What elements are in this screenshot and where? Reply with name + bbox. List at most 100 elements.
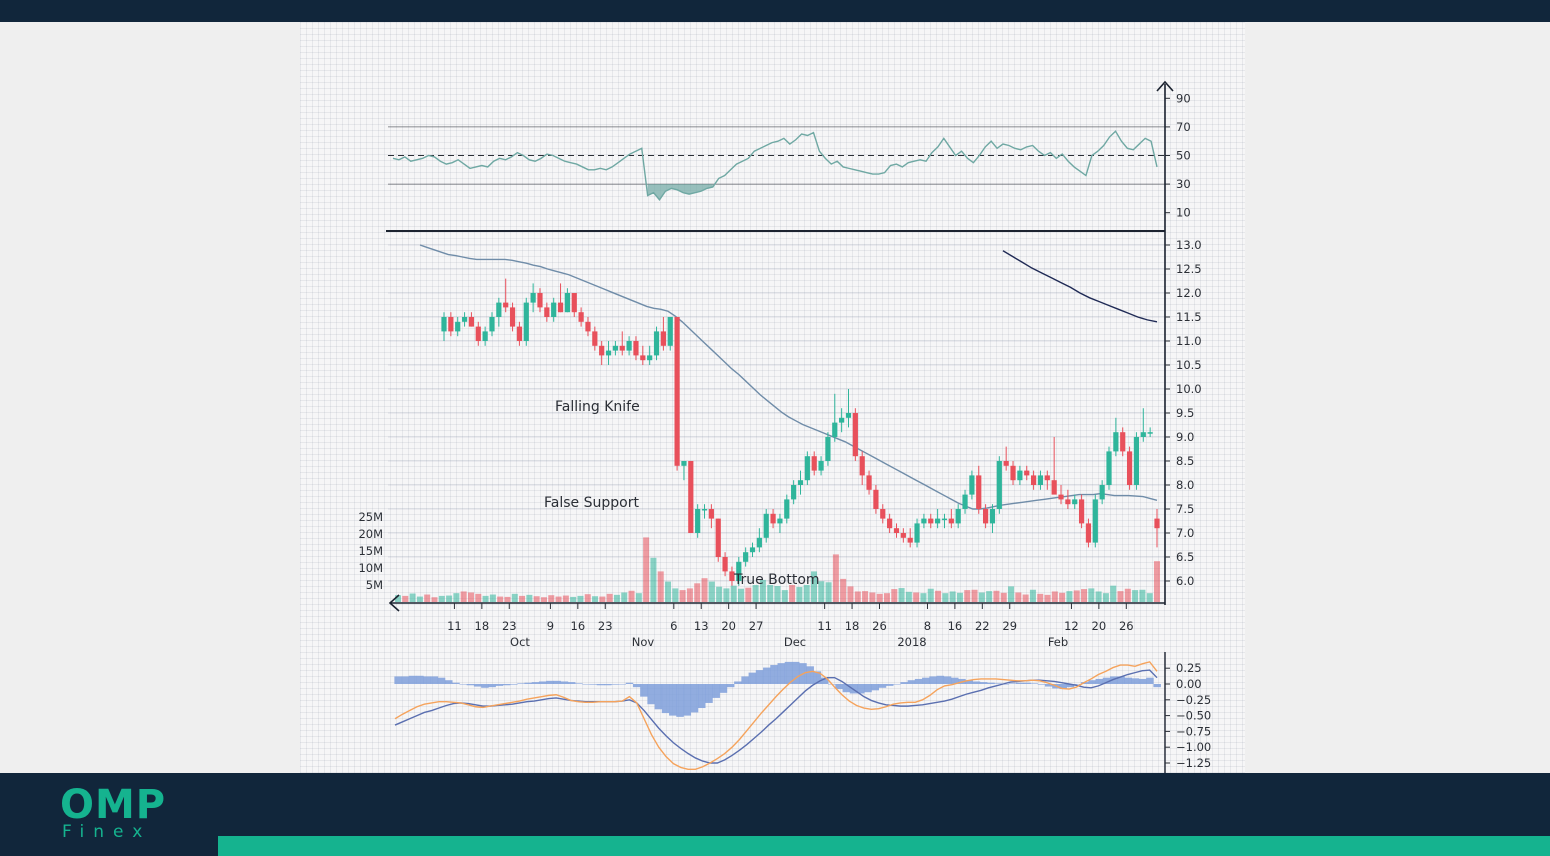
month-label: Oct [510, 635, 530, 649]
macd-histogram-bar [770, 665, 778, 684]
candle-body [1072, 499, 1078, 505]
x-tick-label: 20 [1092, 619, 1107, 633]
candle-body [688, 461, 694, 533]
candle-body [743, 552, 749, 562]
volume-bar [723, 588, 730, 602]
volume-bar [1015, 592, 1022, 602]
candle-body [1126, 451, 1133, 485]
macd-histogram-bar [582, 684, 590, 685]
macd-histogram-bar [885, 684, 894, 686]
volume-bar [898, 588, 905, 602]
brand-name: OMP [60, 782, 167, 828]
macd-histogram-bar [1059, 684, 1067, 690]
candle-body [585, 321, 591, 332]
candle-body [784, 499, 790, 519]
volume-bar [876, 593, 883, 602]
macd-histogram-bar [683, 684, 692, 716]
volume-bar [475, 593, 482, 602]
macd-histogram-bar [950, 677, 959, 684]
volume-bar [1110, 585, 1117, 602]
volume-bar [1029, 589, 1036, 602]
volume-tick-label: 25M [358, 510, 383, 524]
candle-body [941, 518, 948, 521]
volume-bar [1044, 594, 1051, 602]
volume-bar [1073, 590, 1080, 602]
macd-histogram-bar [676, 684, 684, 717]
candle-body [749, 547, 756, 553]
volume-bar [818, 581, 825, 602]
macd-histogram-bar [755, 670, 764, 684]
x-tick-label: 18 [475, 619, 490, 633]
macd-histogram-bar [893, 684, 901, 685]
volume-bar [840, 578, 847, 602]
volume-tick-label: 10M [358, 561, 383, 575]
candle-body [551, 302, 557, 317]
volume-bar [489, 594, 496, 602]
volume-bar [1037, 593, 1044, 602]
price-tick-label: 6.0 [1176, 574, 1194, 588]
annotation-true-bottom: True Bottom [733, 572, 820, 588]
candle-body [955, 509, 961, 524]
volume-bar [708, 581, 715, 602]
candle-body [770, 513, 776, 524]
x-tick-label: 23 [502, 619, 517, 633]
price-tick-label: 10.0 [1176, 382, 1202, 396]
volume-bar [599, 596, 606, 602]
brand-tagline: Finex [62, 822, 152, 842]
volume-bar [971, 589, 978, 602]
macd-histogram-bar [994, 683, 1002, 684]
month-label: Dec [784, 635, 806, 649]
stage: 90 70 50 30 10 13.0 12.5 12.0 11.5 11.0 10.5 10.0 9.… [0, 22, 1550, 777]
candle-body [1058, 494, 1064, 500]
macd-histogram-bar [936, 675, 945, 684]
candle-body [564, 293, 571, 313]
candle-body [1024, 470, 1030, 476]
volume-bar [920, 593, 927, 602]
price-tick-label: 9.5 [1176, 406, 1194, 420]
candle-body [948, 518, 954, 524]
candle-body [928, 518, 934, 524]
macd-histogram-bar [813, 671, 822, 684]
volume-bar [810, 571, 817, 602]
macd-histogram-bar [1030, 683, 1039, 684]
candle-body [1154, 518, 1160, 529]
candle-body [544, 307, 550, 317]
price-tick-label: 12.5 [1176, 262, 1202, 276]
annotation-falling-knife: Falling Knife [555, 399, 640, 415]
candle-body [1133, 437, 1140, 485]
volume-bar [446, 595, 453, 602]
volume-bar [416, 596, 423, 602]
candle-body [647, 355, 653, 361]
macd-histogram-bar [488, 684, 496, 688]
macd-histogram-bar [820, 677, 829, 684]
volume-bar [862, 591, 869, 602]
macd-tick-label: 0.00 [1176, 677, 1202, 691]
volume-bar [701, 578, 708, 602]
macd-histogram-bar [1016, 682, 1024, 684]
x-tick-label: 8 [924, 619, 931, 633]
volume-bar [584, 594, 591, 602]
volume-bar [613, 594, 620, 602]
macd-histogram-bar [835, 684, 843, 690]
candle-body [804, 456, 810, 481]
macd-histogram-bar [1124, 677, 1132, 684]
candle-body [640, 355, 646, 361]
candle-body [516, 326, 523, 341]
volume-bar [1059, 592, 1066, 602]
rsi-line [392, 130, 1158, 201]
candle-body [887, 518, 893, 529]
macd-histogram-bar [459, 684, 467, 685]
volume-bar [796, 587, 803, 602]
macd-histogram-bar [914, 678, 923, 684]
volume-bar [628, 590, 635, 602]
candle-body [537, 293, 543, 308]
macd-histogram-bar [502, 684, 511, 686]
macd-histogram-bar [842, 684, 851, 693]
axes: 90 70 50 30 10 13.0 12.5 12.0 11.5 11.0 10.5 10.0 9.… [358, 80, 1211, 777]
macd-histogram-bar [654, 684, 663, 710]
volume-bar [665, 581, 672, 602]
month-label: Nov [632, 635, 655, 649]
macd-histogram-bar [553, 680, 561, 684]
month-label: Feb [1048, 635, 1068, 649]
candle-body [845, 413, 852, 418]
